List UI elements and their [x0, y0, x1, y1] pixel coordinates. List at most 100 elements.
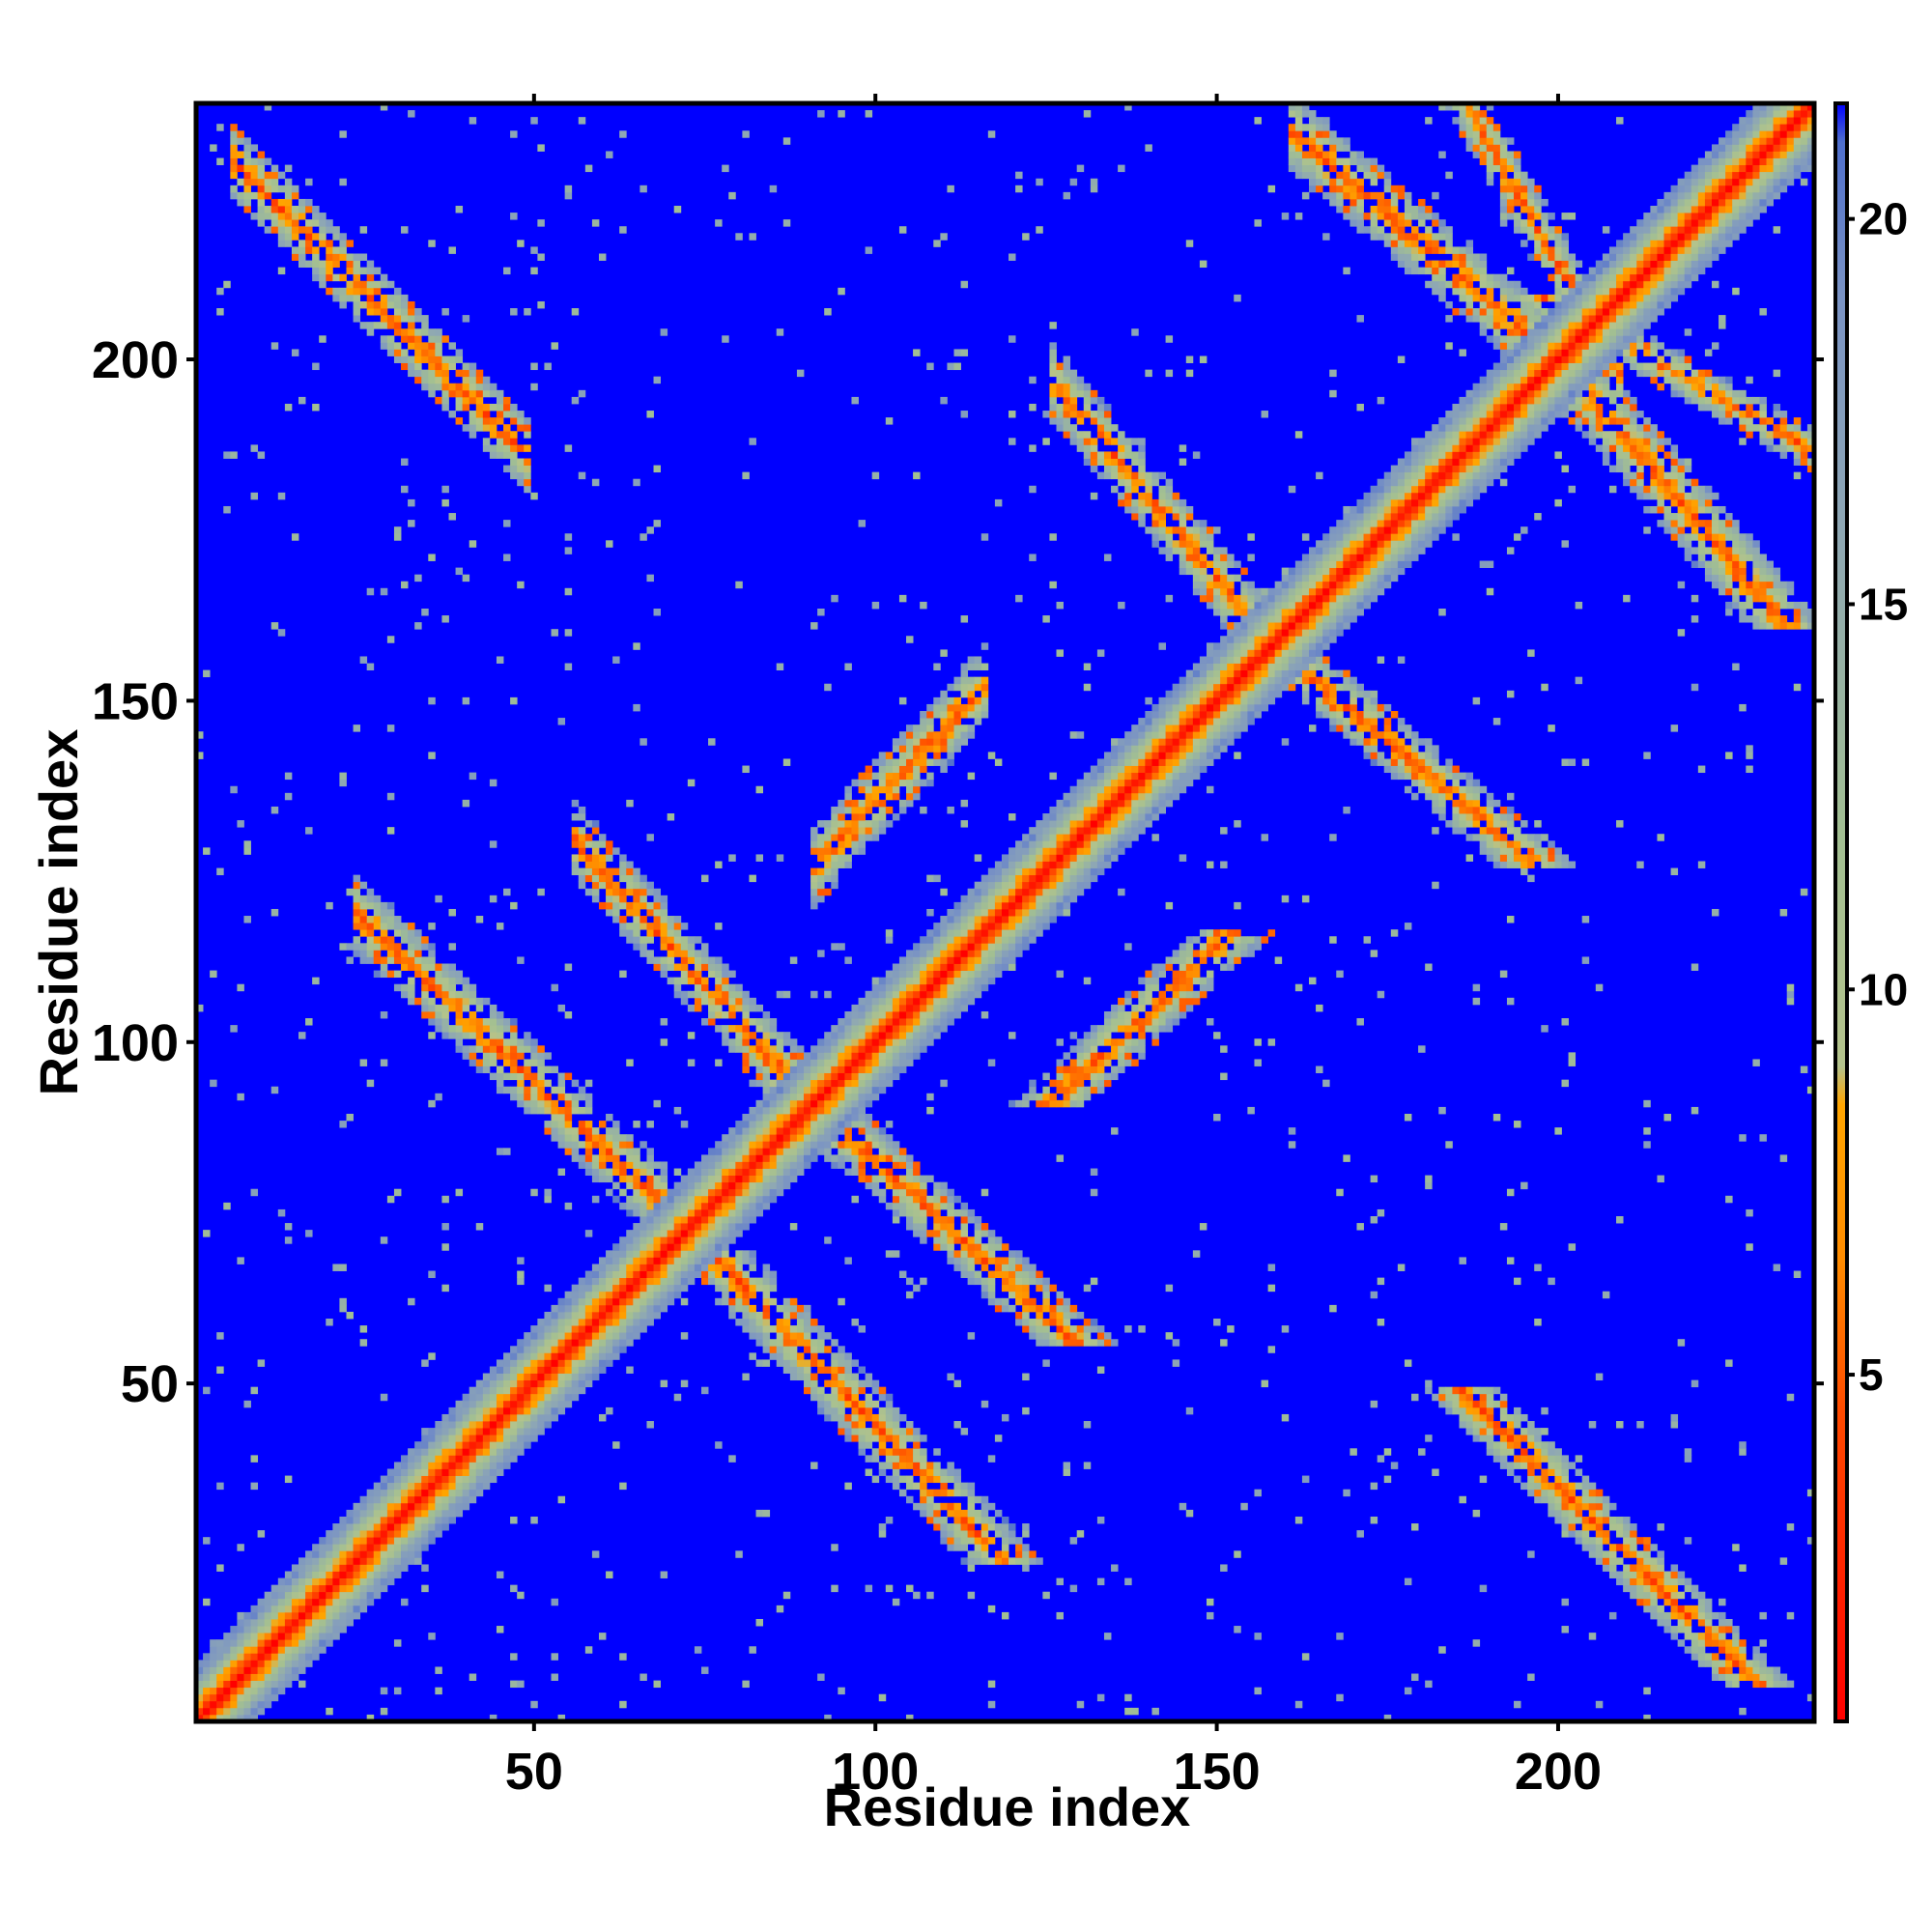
heatmap-cell [408, 1468, 415, 1476]
heatmap-cell [824, 1072, 832, 1081]
heatmap-cell [284, 219, 293, 227]
heatmap-cell [1063, 813, 1071, 821]
heatmap-cell [749, 1352, 756, 1360]
heatmap-cell [817, 1332, 825, 1340]
heatmap-cell [667, 963, 675, 971]
heatmap-cell [243, 137, 251, 145]
heatmap-cell [421, 1537, 429, 1545]
heatmap-cell [906, 765, 914, 774]
heatmap-cell [680, 1250, 689, 1258]
heatmap-cell [1076, 1045, 1085, 1053]
heatmap-cell [947, 185, 954, 193]
heatmap-cell [769, 1134, 778, 1142]
heatmap-cell [250, 213, 259, 220]
heatmap-cell [312, 977, 320, 985]
heatmap-cell [1083, 431, 1092, 439]
heatmap-cell [913, 1502, 921, 1511]
heatmap-cell [626, 1230, 634, 1237]
heatmap-cell [735, 1257, 743, 1264]
heatmap-cell [980, 1243, 989, 1251]
heatmap-cell [646, 1270, 654, 1279]
heatmap-cell [421, 997, 429, 1006]
heatmap-cell [489, 1428, 497, 1435]
heatmap-cell [1076, 1325, 1085, 1333]
heatmap-cell [980, 1502, 989, 1511]
heatmap-cell [769, 1052, 778, 1060]
heatmap-cell [496, 1038, 504, 1046]
heatmap-cell [626, 1250, 634, 1258]
heatmap-cell [898, 1475, 907, 1484]
heatmap-cell [1076, 1093, 1085, 1101]
heatmap-cell [960, 1236, 969, 1244]
heatmap-cell [230, 1626, 238, 1634]
heatmap-cell [598, 1154, 607, 1162]
heatmap-cell [947, 758, 954, 766]
heatmap-cell [441, 1462, 449, 1469]
heatmap-cell [564, 1202, 573, 1210]
heatmap-cell [237, 130, 244, 138]
heatmap-cell [326, 1626, 333, 1634]
heatmap-cell [237, 1544, 244, 1551]
heatmap-cell [462, 1413, 470, 1422]
heatmap-cell [1063, 1052, 1071, 1060]
heatmap-cell [557, 1714, 566, 1722]
heatmap-cell [503, 396, 511, 405]
heatmap-cell [448, 1495, 456, 1504]
heatmap-cell [619, 1297, 627, 1306]
heatmap-cell [462, 1406, 470, 1415]
heatmap-cell [844, 1379, 852, 1388]
heatmap-cell [953, 1230, 961, 1237]
heatmap-cell [994, 1297, 1003, 1306]
heatmap-cell [591, 1550, 600, 1558]
heatmap-cell [796, 1052, 805, 1060]
heatmap-cell [216, 1653, 224, 1661]
heatmap-cell [804, 1373, 811, 1381]
heatmap-cell [1015, 950, 1023, 957]
heatmap-cell [544, 1400, 552, 1408]
heatmap-cell [1056, 1304, 1064, 1313]
heatmap-cell [346, 294, 354, 302]
heatmap-cell [1001, 929, 1009, 937]
heatmap-cell [980, 936, 989, 944]
heatmap-cell [892, 1413, 900, 1422]
heatmap-cell [435, 1666, 442, 1674]
heatmap-cell [353, 1611, 361, 1620]
heatmap-cell [1056, 1065, 1064, 1073]
heatmap-cell [817, 1121, 825, 1128]
heatmap-cell [885, 990, 894, 999]
heatmap-cell [237, 164, 244, 173]
heatmap-cell [571, 1134, 580, 1142]
heatmap-cell [1069, 1537, 1078, 1545]
heatmap-cell [804, 1319, 811, 1326]
heatmap-cell [619, 1346, 627, 1353]
heatmap-cell [1001, 908, 1009, 917]
heatmap-cell [933, 970, 941, 979]
heatmap-cell [578, 806, 586, 814]
heatmap-cell [517, 478, 525, 487]
heatmap-cell [537, 888, 545, 896]
heatmap-cell [441, 1243, 449, 1251]
heatmap-cell [469, 1393, 477, 1402]
heatmap-cell [994, 758, 1003, 766]
heatmap-cell [517, 1086, 525, 1094]
heatmap-cell [920, 601, 927, 610]
heatmap-cell [1076, 1311, 1085, 1320]
heatmap-cell [804, 1148, 811, 1155]
heatmap-cell [660, 1202, 668, 1210]
heatmap-cell [953, 676, 961, 685]
heatmap-cell [305, 1639, 313, 1647]
heatmap-cell [804, 1346, 811, 1353]
heatmap-cell [782, 1325, 791, 1333]
heatmap-cell [906, 1181, 914, 1190]
heatmap-cell [838, 1059, 845, 1066]
heatmap-cell [804, 1161, 811, 1169]
heatmap-cell [305, 1618, 313, 1627]
heatmap-cell [270, 1666, 279, 1674]
heatmap-cell [673, 1230, 682, 1237]
heatmap-cell [947, 1188, 954, 1197]
heatmap-cell [264, 1660, 272, 1667]
heatmap-cell [264, 206, 272, 213]
heatmap-cell [960, 349, 969, 356]
heatmap-cell [749, 1195, 756, 1204]
